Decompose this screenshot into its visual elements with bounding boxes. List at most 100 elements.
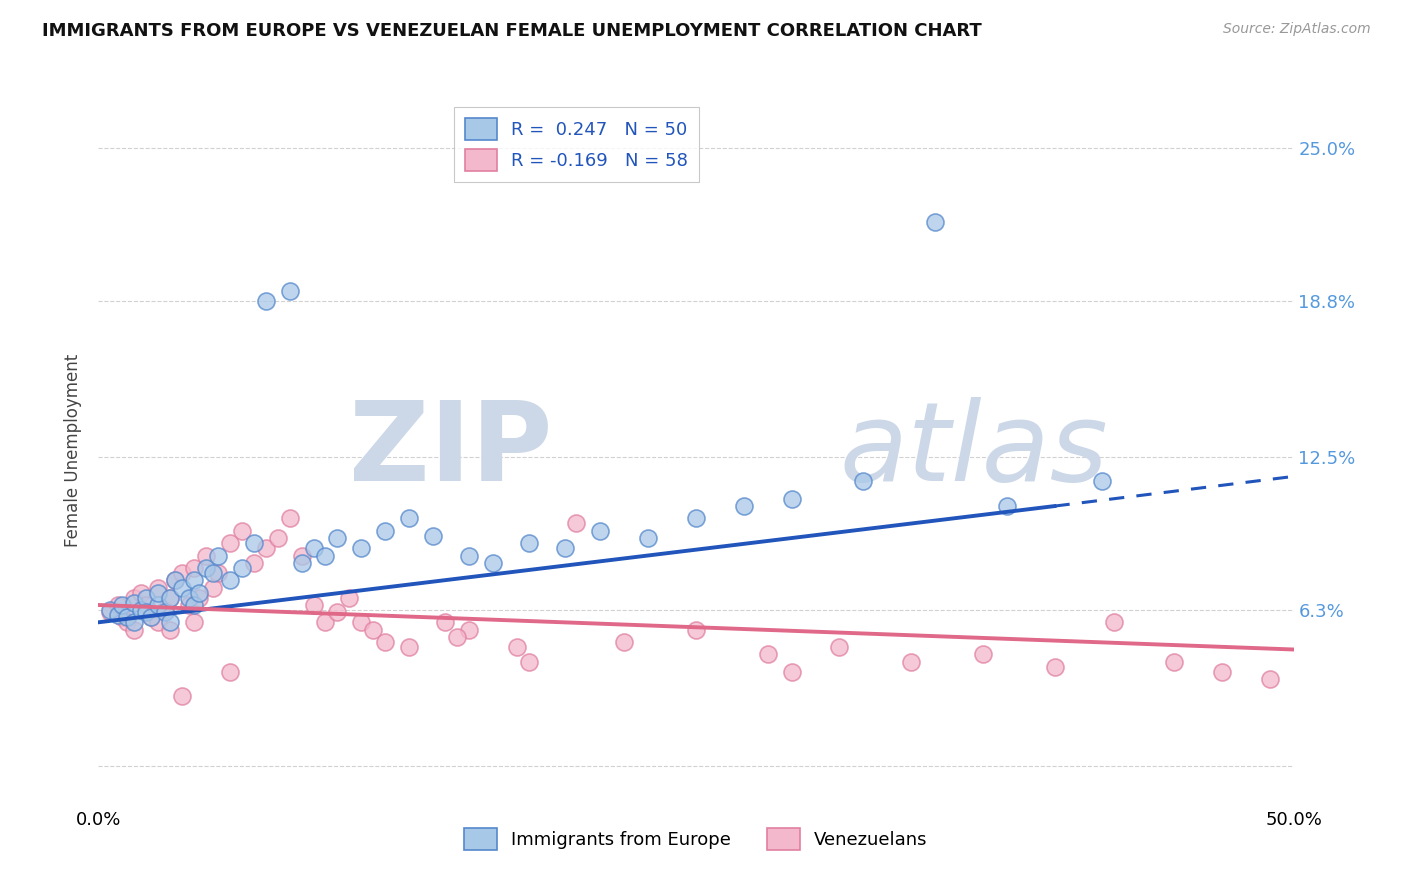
- Point: [135, 606, 157, 620]
- Point: [613, 635, 636, 649]
- Point: [589, 524, 612, 538]
- Point: [278, 284, 301, 298]
- Point: [243, 556, 266, 570]
- Point: [852, 475, 875, 489]
- Point: [115, 610, 138, 624]
- Point: [98, 603, 122, 617]
- Point: [339, 591, 361, 605]
- Point: [124, 615, 146, 630]
- Point: [135, 598, 157, 612]
- Point: [195, 561, 218, 575]
- Point: [183, 561, 205, 575]
- Point: [828, 640, 851, 654]
- Point: [124, 595, 146, 609]
- Point: [315, 549, 337, 563]
- Point: [1043, 660, 1066, 674]
- Point: [219, 665, 242, 679]
- Point: [179, 591, 201, 605]
- Point: [756, 648, 779, 662]
- Point: [780, 491, 803, 506]
- Text: Source: ZipAtlas.com: Source: ZipAtlas.com: [1223, 22, 1371, 37]
- Text: atlas: atlas: [839, 397, 1108, 504]
- Point: [517, 655, 540, 669]
- Point: [1163, 655, 1185, 669]
- Point: [231, 524, 253, 538]
- Point: [107, 607, 129, 622]
- Point: [637, 531, 659, 545]
- Point: [187, 585, 209, 599]
- Point: [231, 561, 253, 575]
- Legend: Immigrants from Europe, Venezuelans: Immigrants from Europe, Venezuelans: [457, 821, 935, 857]
- Point: [398, 640, 420, 654]
- Point: [434, 615, 457, 630]
- Point: [219, 536, 242, 550]
- Point: [517, 536, 540, 550]
- Point: [131, 603, 153, 617]
- Point: [326, 531, 349, 545]
- Point: [172, 690, 194, 704]
- Point: [780, 665, 803, 679]
- Point: [398, 511, 420, 525]
- Point: [565, 516, 588, 531]
- Point: [972, 648, 994, 662]
- Point: [900, 655, 922, 669]
- Point: [163, 574, 186, 588]
- Point: [115, 615, 138, 630]
- Point: [155, 603, 177, 617]
- Point: [267, 531, 290, 545]
- Point: [1091, 475, 1114, 489]
- Point: [422, 529, 444, 543]
- Point: [195, 549, 218, 563]
- Point: [1104, 615, 1126, 630]
- Point: [291, 549, 314, 563]
- Point: [148, 615, 170, 630]
- Point: [481, 556, 505, 570]
- Point: [187, 591, 209, 605]
- Point: [243, 536, 266, 550]
- Point: [202, 581, 225, 595]
- Point: [139, 610, 162, 624]
- Point: [446, 630, 468, 644]
- Point: [374, 524, 396, 538]
- Y-axis label: Female Unemployment: Female Unemployment: [65, 354, 83, 547]
- Point: [685, 623, 707, 637]
- Point: [458, 623, 481, 637]
- Point: [124, 623, 146, 637]
- Point: [326, 606, 349, 620]
- Point: [159, 615, 181, 630]
- Point: [111, 610, 134, 624]
- Point: [98, 606, 122, 620]
- Point: [995, 499, 1018, 513]
- Point: [315, 615, 337, 630]
- Point: [159, 623, 181, 637]
- Point: [733, 499, 755, 513]
- Point: [363, 623, 385, 637]
- Point: [219, 574, 242, 588]
- Point: [124, 591, 146, 605]
- Point: [374, 635, 396, 649]
- Point: [172, 581, 194, 595]
- Point: [148, 598, 170, 612]
- Point: [179, 598, 201, 612]
- Text: IMMIGRANTS FROM EUROPE VS VENEZUELAN FEMALE UNEMPLOYMENT CORRELATION CHART: IMMIGRANTS FROM EUROPE VS VENEZUELAN FEM…: [42, 22, 981, 40]
- Point: [107, 598, 129, 612]
- Point: [458, 549, 481, 563]
- Point: [183, 615, 205, 630]
- Point: [302, 598, 325, 612]
- Point: [685, 511, 707, 525]
- Point: [350, 615, 373, 630]
- Point: [172, 566, 194, 580]
- Point: [135, 591, 157, 605]
- Point: [183, 598, 205, 612]
- Point: [202, 566, 225, 580]
- Point: [163, 574, 186, 588]
- Point: [111, 598, 134, 612]
- Point: [148, 585, 170, 599]
- Point: [302, 541, 325, 555]
- Point: [207, 549, 229, 563]
- Point: [924, 215, 946, 229]
- Point: [155, 606, 177, 620]
- Point: [506, 640, 529, 654]
- Point: [278, 511, 301, 525]
- Point: [350, 541, 373, 555]
